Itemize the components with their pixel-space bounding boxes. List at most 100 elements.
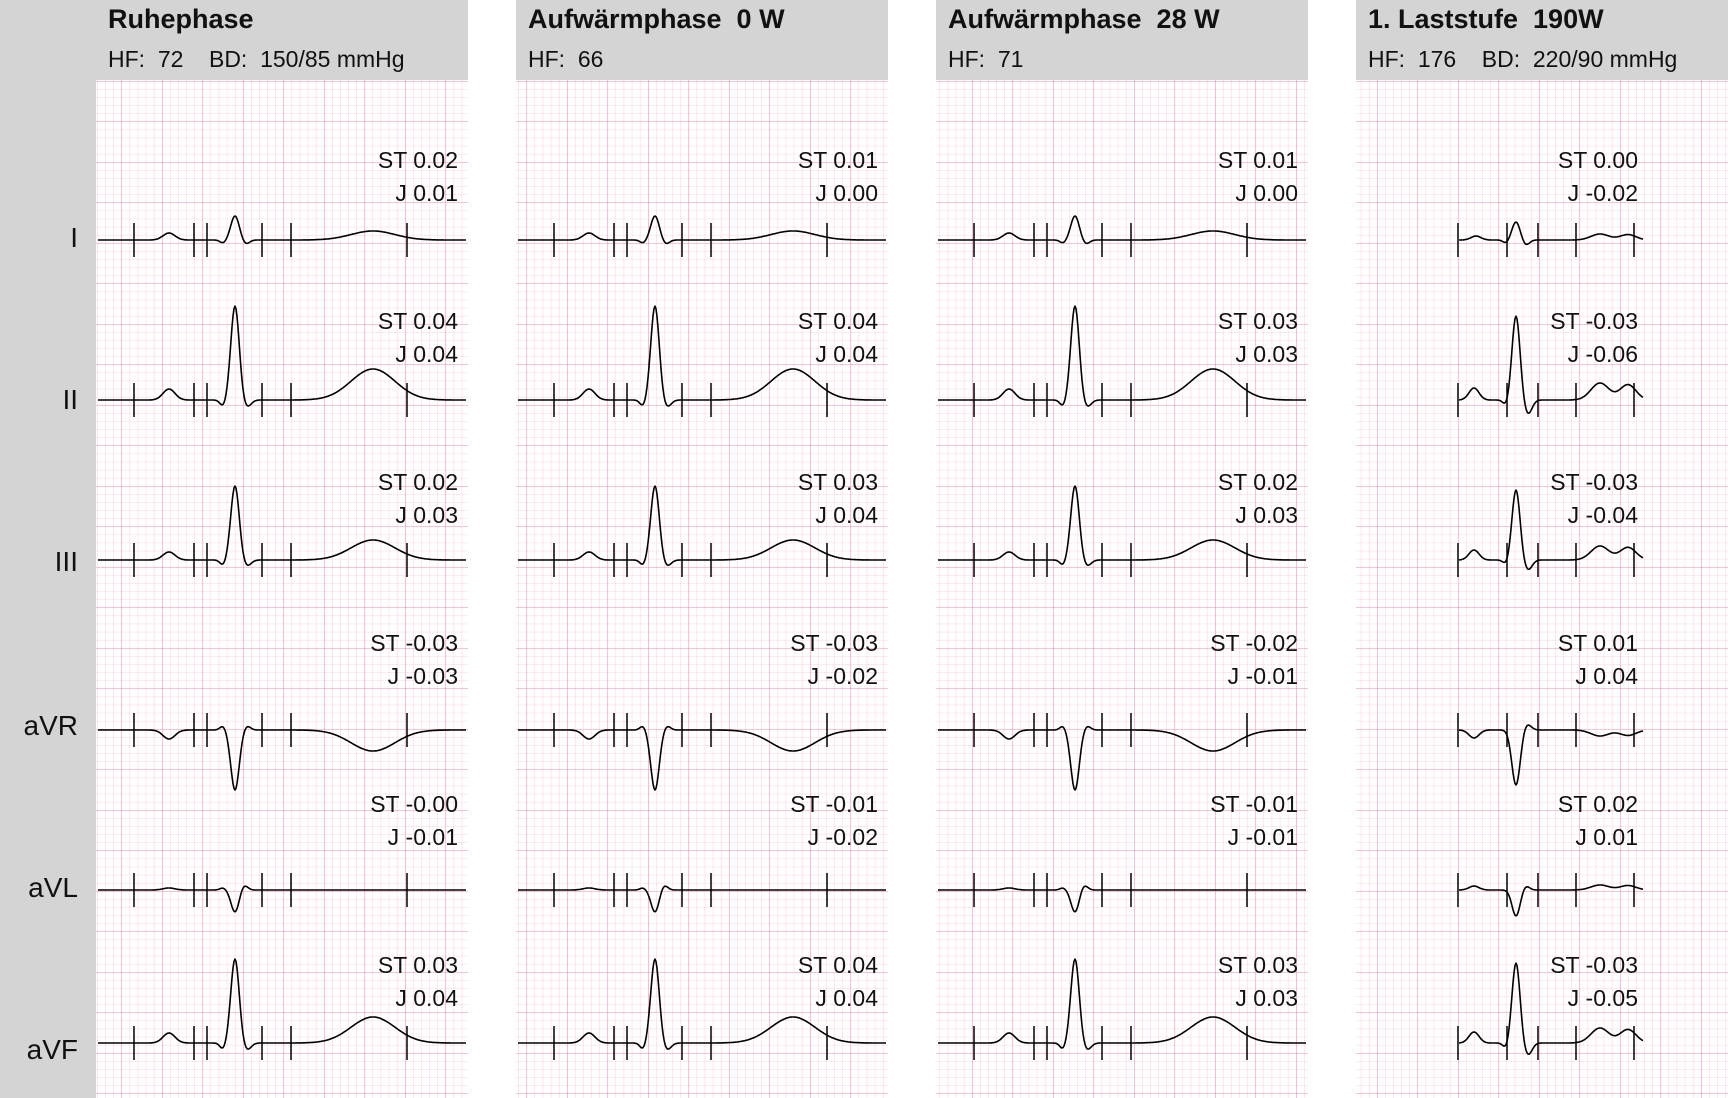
ecg-trace-i: [98, 215, 466, 245]
ecg-trace-avf: [98, 958, 466, 1050]
panel-title: Aufwärmphase 0 W: [528, 4, 785, 34]
st-value: ST 0.01: [1218, 147, 1298, 173]
st-value: ST 0.00: [1558, 147, 1638, 173]
st-value: ST 0.02: [378, 469, 458, 495]
ecg-trace-ii: [518, 305, 886, 407]
st-value: ST 0.02: [378, 147, 458, 173]
j-value: J -0.06: [1568, 341, 1638, 367]
panel-2: ST 0.01 J 0.00 ST 0.03 J 0.03 ST 0.02 J 0.03 S…: [936, 80, 1308, 1098]
j-value: J 0.04: [395, 985, 458, 1011]
j-value: J -0.01: [1228, 824, 1298, 850]
panel-title: 1. Laststufe 190W: [1368, 4, 1604, 34]
panel-vitals: HF: 66: [528, 46, 604, 72]
ecg-trace-avf: [1458, 962, 1644, 1055]
ecg-trace-ii: [1458, 315, 1644, 414]
j-value: J 0.03: [1235, 502, 1298, 528]
grid-major: [96, 80, 468, 1098]
st-value: ST -0.03: [1550, 952, 1638, 978]
st-value: ST -0.00: [370, 791, 458, 817]
j-value: J -0.02: [808, 663, 878, 689]
ecg-trace-avr: [1458, 724, 1644, 786]
ecg-trace-i: [1459, 221, 1644, 246]
ecg-trace-avr: [938, 725, 1306, 791]
ecg-trace-avl: [1458, 884, 1644, 917]
st-value: ST 0.02: [1218, 469, 1298, 495]
j-value: J 0.03: [1235, 985, 1298, 1011]
panel-vitals: HF: 71: [948, 46, 1024, 72]
st-value: ST -0.03: [1550, 469, 1638, 495]
st-value: ST 0.04: [798, 308, 878, 334]
ecg-trace-i: [938, 215, 1306, 245]
j-value: J 0.04: [1575, 663, 1638, 689]
st-value: ST 0.04: [378, 308, 458, 334]
ecg-trace-i: [518, 215, 886, 245]
st-value: ST -0.01: [1210, 791, 1298, 817]
st-value: ST 0.03: [798, 469, 878, 495]
panel-vitals: HF: 176 BD: 220/90 mmHg: [1368, 46, 1678, 72]
ecg-trace-avl: [518, 885, 886, 913]
ecg-trace-avf: [518, 958, 886, 1050]
j-value: J -0.03: [388, 663, 458, 689]
j-value: J 0.01: [395, 180, 458, 206]
j-value: J -0.01: [388, 824, 458, 850]
panel-header-rest: Ruhephase HF: 72 BD: 150/85 mmHg: [96, 0, 468, 80]
j-value: J -0.02: [808, 824, 878, 850]
st-value: ST 0.03: [1218, 308, 1298, 334]
ecg-trace-iii: [518, 485, 886, 566]
j-value: J 0.03: [395, 502, 458, 528]
panel-title: Ruhephase: [108, 4, 254, 34]
j-value: J 0.00: [815, 180, 878, 206]
ecg-trace-ii: [98, 305, 466, 407]
ecg-trace-avl: [938, 885, 1306, 913]
j-value: J 0.04: [815, 341, 878, 367]
panel-header-load-190w: 1. Laststufe 190W HF: 176 BD: 220/90 mmH…: [1356, 0, 1728, 80]
ecg-trace-iii: [98, 485, 466, 566]
panel-vitals: HF: 72 BD: 150/85 mmHg: [108, 46, 405, 72]
ecg-trace-avl: [98, 885, 466, 913]
j-value: J -0.01: [1228, 663, 1298, 689]
grid-major: [936, 80, 1308, 1098]
j-value: J 0.00: [1235, 180, 1298, 206]
panel-0: ST 0.02 J 0.01 ST 0.04 J 0.04 ST 0.02 J 0.03 S…: [96, 80, 468, 1098]
grid-major: [1356, 80, 1728, 1098]
j-value: J 0.04: [815, 502, 878, 528]
lead-label-i: I: [70, 222, 78, 253]
st-value: ST 0.03: [1218, 952, 1298, 978]
ecg-trace-ii: [938, 305, 1306, 407]
panel-1: ST 0.01 J 0.00 ST 0.04 J 0.04 ST 0.03 J 0.04 S…: [516, 80, 888, 1098]
st-value: ST 0.02: [1558, 791, 1638, 817]
st-value: ST 0.03: [378, 952, 458, 978]
st-value: ST -0.03: [370, 630, 458, 656]
j-value: J -0.05: [1568, 985, 1638, 1011]
panel-3: ST 0.00 J -0.02 ST -0.03 J -0.06 ST -0.03 J -…: [1356, 80, 1728, 1098]
ecg-trace-iii: [1458, 489, 1644, 571]
st-value: ST -0.02: [1210, 630, 1298, 656]
lead-label-column: [0, 0, 96, 1098]
j-value: J -0.02: [1568, 180, 1638, 206]
st-value: ST 0.01: [1558, 630, 1638, 656]
j-value: J 0.01: [1575, 824, 1638, 850]
ecg-trace-iii: [938, 485, 1306, 566]
st-value: ST 0.01: [798, 147, 878, 173]
lead-label-avf: aVF: [26, 1034, 78, 1065]
j-value: J -0.04: [1568, 502, 1639, 528]
ecg-trace-avr: [98, 725, 466, 791]
lead-label-iii: III: [54, 546, 78, 577]
st-value: ST -0.03: [1550, 308, 1638, 334]
st-value: ST -0.01: [790, 791, 878, 817]
j-value: J 0.04: [395, 341, 458, 367]
st-value: ST -0.03: [790, 630, 878, 656]
lead-label-avr: aVR: [23, 710, 78, 741]
panel-header-warmup-28w: Aufwärmphase 28 W HF: 71: [936, 0, 1308, 80]
ecg-trace-avf: [938, 958, 1306, 1050]
st-value: ST 0.04: [798, 952, 878, 978]
lead-label-ii: II: [62, 384, 78, 415]
panel-title: Aufwärmphase 28 W: [948, 4, 1220, 34]
ecg-trace-avr: [518, 725, 886, 791]
panel-header-warmup-0w: Aufwärmphase 0 W HF: 66: [516, 0, 888, 80]
j-value: J 0.04: [815, 985, 878, 1011]
grid-major: [516, 80, 888, 1098]
j-value: J 0.03: [1235, 341, 1298, 367]
lead-label-avl: aVL: [28, 872, 78, 903]
